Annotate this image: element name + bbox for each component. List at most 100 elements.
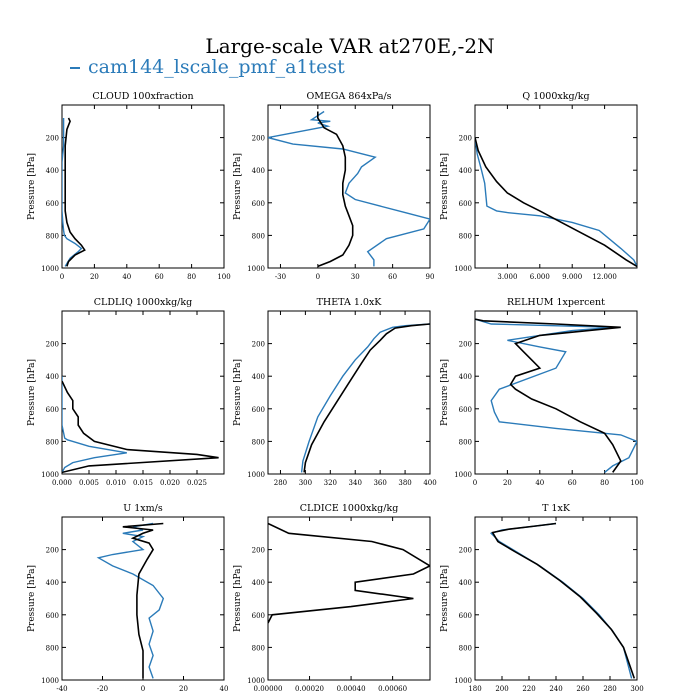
y-tick-label: 600 — [459, 612, 472, 620]
x-tick-label: -20 — [97, 685, 108, 693]
panel-title: RELHUM 1xpercent — [507, 297, 605, 308]
x-tick-label: 40 — [220, 685, 229, 693]
x-tick-label: 0.000 — [52, 479, 72, 487]
y-tick-label: 200 — [252, 135, 265, 143]
x-tick-label: 20 — [90, 273, 99, 281]
x-tick-label: 360 — [373, 479, 386, 487]
y-tick-label: 200 — [46, 135, 59, 143]
x-tick-label: 220 — [522, 685, 535, 693]
panel-title: THETA 1.0xK — [317, 297, 383, 308]
model-profile-line — [300, 323, 430, 473]
y-tick-label: 200 — [46, 341, 59, 349]
y-tick-label: 600 — [252, 612, 265, 620]
reference-profile-line — [475, 137, 637, 268]
y-tick-label: 600 — [46, 200, 59, 208]
x-tick-label: 0 — [316, 273, 320, 281]
y-tick-label: 400 — [459, 373, 472, 381]
y-tick-label: 800 — [252, 232, 265, 240]
y-tick-label: 1000 — [454, 471, 472, 479]
plot-frame — [267, 310, 431, 475]
x-tick-label: 280 — [603, 685, 616, 693]
reference-profile-line — [316, 111, 354, 268]
chart-panel-3: Q 1000xkg/kg Pressure [hPa] 200 400 600 800 10… — [440, 91, 638, 281]
y-tick-label: 400 — [46, 579, 59, 587]
y-tick-label: 200 — [459, 547, 472, 555]
x-tick-label: 9.000 — [562, 273, 582, 281]
x-tick-label: -40 — [56, 685, 67, 693]
x-tick-label: 300 — [299, 479, 312, 487]
x-tick-label: 0.00000 — [254, 685, 283, 693]
reference-profile-line — [303, 323, 430, 473]
x-tick-label: 320 — [324, 479, 337, 487]
y-tick-label: 800 — [459, 438, 472, 446]
y-axis-label: Pressure [hPa] — [27, 565, 37, 632]
y-tick-label: 1000 — [247, 265, 265, 273]
x-tick-label: 0.005 — [79, 479, 99, 487]
reference-profile-line — [491, 522, 636, 679]
y-tick-label: 400 — [459, 579, 472, 587]
x-tick-label: 300 — [630, 685, 643, 693]
x-tick-label: 0.015 — [133, 479, 153, 487]
x-tick-label: 20 — [503, 479, 512, 487]
x-tick-label: 30 — [351, 273, 360, 281]
model-profile-line — [62, 118, 83, 267]
x-tick-label: 0 — [473, 479, 477, 487]
y-tick-label: 600 — [459, 200, 472, 208]
chart-panel-8: CLDICE 1000xkg/kg Pressure [hPa] 200 400 600… — [233, 503, 431, 693]
y-tick-label: 1000 — [454, 265, 472, 273]
y-tick-label: 600 — [459, 406, 472, 414]
y-tick-label: 1000 — [247, 677, 265, 685]
plot-frame — [474, 104, 638, 269]
x-tick-label: 380 — [398, 479, 411, 487]
y-tick-label: 600 — [46, 406, 59, 414]
y-tick-label: 400 — [252, 579, 265, 587]
chart-panel-2: OMEGA 864xPa/s Pressure [hPa] 200 400 600 800… — [233, 91, 434, 281]
x-tick-label: 40 — [535, 479, 544, 487]
chart-panel-4: CLDLIQ 1000xkg/kg Pressure [hPa] 200 400 600… — [27, 297, 225, 487]
plot-frame — [61, 104, 225, 269]
x-tick-label: -30 — [275, 273, 286, 281]
y-axis-label: Pressure [hPa] — [440, 565, 450, 632]
legend-line-swatch — [70, 67, 80, 69]
x-tick-label: 340 — [349, 479, 362, 487]
x-tick-label: 60 — [155, 273, 164, 281]
x-tick-label: 0.025 — [187, 479, 207, 487]
y-tick-label: 200 — [459, 341, 472, 349]
y-tick-label: 200 — [252, 547, 265, 555]
legend-label: cam144_lscale_pmf_a1test — [88, 56, 345, 78]
x-tick-label: 40 — [122, 273, 131, 281]
y-tick-label: 600 — [252, 200, 265, 208]
panel-title: OMEGA 864xPa/s — [306, 91, 391, 102]
panel-title: U 1xm/s — [123, 503, 163, 514]
y-tick-label: 200 — [459, 135, 472, 143]
y-axis-label: Pressure [hPa] — [27, 153, 37, 220]
x-tick-label: 0.00020 — [295, 685, 324, 693]
model-profile-line — [96, 522, 165, 679]
y-axis-label: Pressure [hPa] — [233, 153, 243, 220]
panel-title: T 1xK — [542, 503, 571, 514]
model-profile-line — [475, 318, 637, 473]
model-profile-line — [475, 137, 637, 267]
plot-frame — [474, 310, 638, 475]
plot-frame — [61, 310, 225, 475]
x-tick-label: 20 — [179, 685, 188, 693]
x-tick-label: 180 — [468, 685, 481, 693]
x-tick-label: 0.020 — [160, 479, 180, 487]
legend: cam144_lscale_pmf_a1test — [70, 56, 345, 78]
x-tick-label: 80 — [600, 479, 609, 487]
y-tick-label: 600 — [252, 406, 265, 414]
y-tick-label: 400 — [252, 167, 265, 175]
y-tick-label: 200 — [46, 547, 59, 555]
y-axis-label: Pressure [hPa] — [233, 359, 243, 426]
x-tick-label: 3.000 — [497, 273, 517, 281]
x-tick-label: 80 — [187, 273, 196, 281]
x-tick-label: 200 — [495, 685, 508, 693]
y-tick-label: 400 — [459, 167, 472, 175]
panel-title: CLDICE 1000xkg/kg — [300, 503, 399, 514]
y-axis-label: Pressure [hPa] — [440, 153, 450, 220]
y-axis-label: Pressure [hPa] — [440, 359, 450, 426]
plot-frame — [267, 104, 431, 269]
